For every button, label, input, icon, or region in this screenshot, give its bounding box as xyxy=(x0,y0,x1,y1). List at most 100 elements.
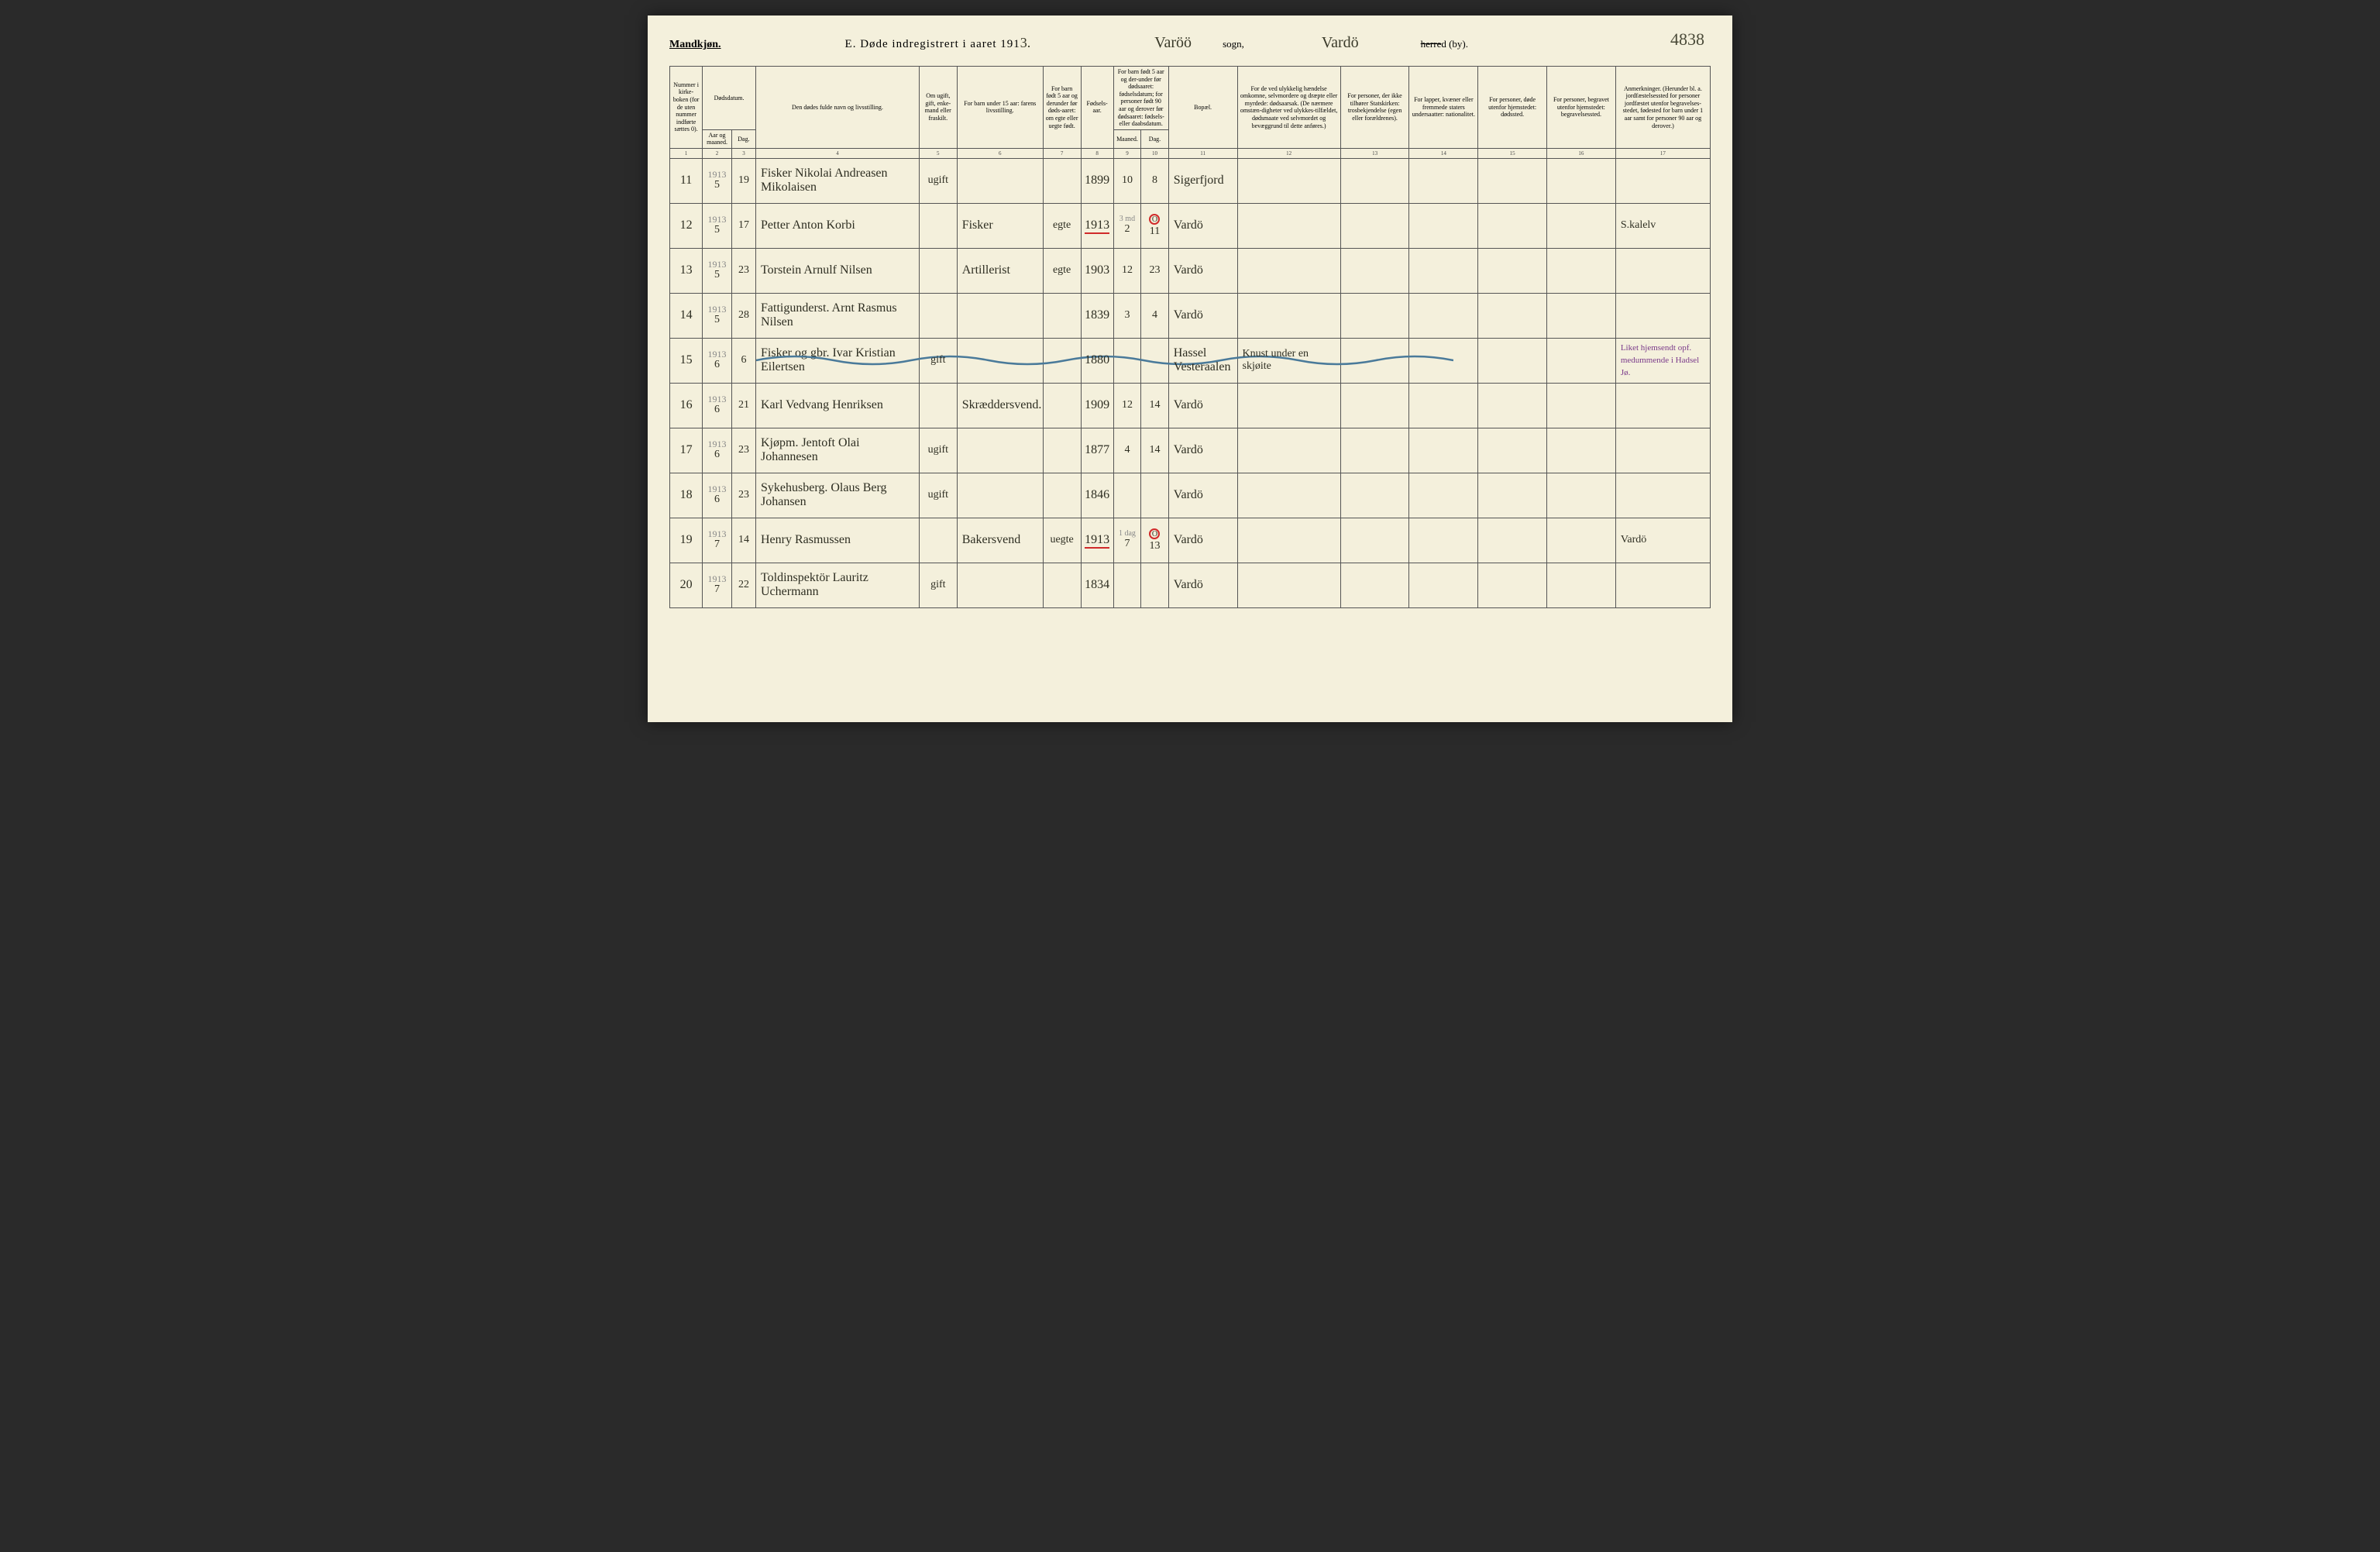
cell xyxy=(1409,338,1478,383)
cell xyxy=(1237,158,1340,203)
cell: S.kalelv xyxy=(1615,203,1710,248)
cell: ugift xyxy=(919,473,957,518)
cell xyxy=(1409,158,1478,203)
cell: 8 xyxy=(1141,158,1169,203)
cell xyxy=(1113,563,1141,607)
cell xyxy=(1237,248,1340,293)
cell: Vardö xyxy=(1168,518,1237,563)
cell xyxy=(1043,293,1081,338)
cell: Artillerist xyxy=(957,248,1043,293)
cell xyxy=(1547,203,1616,248)
cell: Bakersvend xyxy=(957,518,1043,563)
col-5: Om ugift, gift, enke-mand eller fraskilt… xyxy=(919,67,957,149)
cell: 1909 xyxy=(1081,383,1113,428)
cell: 19 xyxy=(731,158,755,203)
cell: 23 xyxy=(731,248,755,293)
cell xyxy=(919,293,957,338)
cell: Fisker xyxy=(957,203,1043,248)
page-header: Mandkjøn. E. Døde indregistrert i aaret … xyxy=(669,34,1711,52)
cell: Fisker og gbr. Ivar Kristian Eilertsen xyxy=(756,338,920,383)
col-4: Den dødes fulde navn og livsstilling. xyxy=(756,67,920,149)
sogn-label: sogn, xyxy=(1223,38,1244,50)
col-1: Nummer i kirke-boken (for de uten nummer… xyxy=(670,67,703,149)
cell: 17 xyxy=(670,428,703,473)
cell: 17 xyxy=(731,203,755,248)
col-7: For barn født 5 aar og derunder før døds… xyxy=(1043,67,1081,149)
col-12: For de ved ulykkelig hændelse omkomne, s… xyxy=(1237,67,1340,149)
cell: 19136 xyxy=(703,383,732,428)
cell xyxy=(1547,563,1616,607)
cell xyxy=(1043,158,1081,203)
cell xyxy=(1113,473,1141,518)
cell: 18 xyxy=(670,473,703,518)
cell: Sykehusberg. Olaus Berg Johansen xyxy=(756,473,920,518)
herred-value: Vardö xyxy=(1322,34,1359,52)
cell xyxy=(919,248,957,293)
cell: Vardö xyxy=(1168,428,1237,473)
gender-label: Mandkjøn. xyxy=(669,39,721,51)
cell: 15 xyxy=(670,338,703,383)
cell: 13 xyxy=(670,248,703,293)
title-year: 3. xyxy=(1020,35,1031,50)
cell: 22 xyxy=(731,563,755,607)
col-11: Bopæl. xyxy=(1168,67,1237,149)
cell: Vardö xyxy=(1168,473,1237,518)
herred-struck: herre xyxy=(1421,38,1442,50)
cell: 19136 xyxy=(703,428,732,473)
cell: 19135 xyxy=(703,203,732,248)
cell xyxy=(1547,248,1616,293)
cell: Knust under en skjøite xyxy=(1237,338,1340,383)
cell xyxy=(919,383,957,428)
cell: Toldinspektör Lauritz Uchermann xyxy=(756,563,920,607)
cell xyxy=(1478,428,1547,473)
cell xyxy=(957,473,1043,518)
cell: 19136 xyxy=(703,473,732,518)
cell: Karl Vedvang Henriksen xyxy=(756,383,920,428)
table-row: 191913714Henry RasmussenBakersvenduegte1… xyxy=(670,518,1711,563)
cell xyxy=(1615,563,1710,607)
cell: 1834 xyxy=(1081,563,1113,607)
cell xyxy=(1478,293,1547,338)
cell: 23 xyxy=(731,473,755,518)
cell: 19135 xyxy=(703,248,732,293)
cell: 14 xyxy=(731,518,755,563)
table-row: 201913722Toldinspektör Lauritz Uchermann… xyxy=(670,563,1711,607)
cell xyxy=(957,158,1043,203)
herred-suffix: d (by). xyxy=(1441,38,1468,50)
cell: 16 xyxy=(670,383,703,428)
ledger-table: Nummer i kirke-boken (for de uten nummer… xyxy=(669,66,1711,608)
cell xyxy=(1340,473,1409,518)
cell xyxy=(1237,473,1340,518)
cell xyxy=(1615,473,1710,518)
cell: 4 xyxy=(1141,293,1169,338)
cell: 23 xyxy=(731,428,755,473)
col-8: Fødsels-aar. xyxy=(1081,67,1113,149)
cell: Vardö xyxy=(1168,293,1237,338)
cell: 28 xyxy=(731,293,755,338)
cell xyxy=(1615,383,1710,428)
cell xyxy=(957,338,1043,383)
cell xyxy=(1113,338,1141,383)
cell: 3 xyxy=(1113,293,1141,338)
col-2b: Dag. xyxy=(731,129,755,148)
cell: Fisker Nikolai Andreasen Mikolaisen xyxy=(756,158,920,203)
cell: uegte xyxy=(1043,518,1081,563)
cell xyxy=(957,293,1043,338)
cell: ugift xyxy=(919,428,957,473)
cell: 1839 xyxy=(1081,293,1113,338)
cell: Vardö xyxy=(1168,203,1237,248)
sogn-value: Varöö xyxy=(1154,34,1192,52)
cell: O13 xyxy=(1141,518,1169,563)
cell: 14 xyxy=(1141,428,1169,473)
cell xyxy=(1340,428,1409,473)
cell xyxy=(1547,158,1616,203)
cell: 1903 xyxy=(1081,248,1113,293)
cell xyxy=(1615,248,1710,293)
cell xyxy=(1340,158,1409,203)
cell: egte xyxy=(1043,203,1081,248)
cell xyxy=(919,203,957,248)
cell: 19 xyxy=(670,518,703,563)
table-row: 111913519Fisker Nikolai Andreasen Mikola… xyxy=(670,158,1711,203)
cell: 6 xyxy=(731,338,755,383)
cell: 1899 xyxy=(1081,158,1113,203)
